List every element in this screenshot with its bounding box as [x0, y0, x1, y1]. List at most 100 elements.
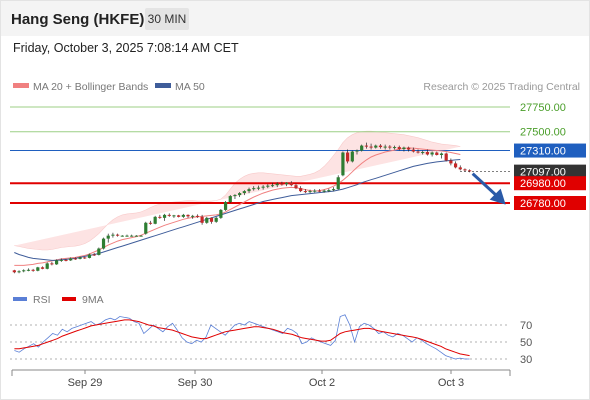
candle-body	[336, 177, 340, 190]
candle-body	[416, 151, 420, 153]
timeframe-button[interactable]: 30 MIN	[145, 8, 189, 30]
candle-body	[425, 152, 430, 155]
candle-body	[364, 145, 368, 147]
candle-body	[308, 191, 312, 193]
candle-body	[280, 183, 284, 185]
candle-body	[167, 214, 171, 216]
candle-body	[144, 222, 148, 234]
candle-body	[327, 190, 331, 192]
candle-body	[397, 147, 401, 150]
rsi-tick-70: 70	[520, 320, 532, 332]
candle-body	[402, 147, 406, 150]
candle-body	[369, 146, 373, 148]
candle-body	[374, 145, 378, 148]
rsi-legend-label: RSI	[33, 294, 51, 306]
rsi-tick-50: 50	[520, 337, 532, 349]
candle-body	[111, 234, 115, 236]
candle-body	[223, 202, 228, 210]
candle-body	[346, 152, 350, 162]
rsi-ma-line	[14, 319, 470, 357]
candle-body	[294, 185, 298, 189]
x-tick-label: Oct 2	[309, 377, 335, 389]
candle-body	[120, 235, 124, 237]
candle-body	[435, 152, 439, 155]
candle-body	[158, 216, 162, 218]
level-label-27500.00: 27500.00	[520, 127, 566, 139]
candle-body	[421, 152, 425, 154]
candle-body	[242, 191, 246, 194]
candle-body	[266, 185, 270, 187]
candle-body	[181, 214, 185, 217]
candle-body	[238, 193, 242, 196]
instrument-title: Hang Seng (HKFE)	[11, 11, 145, 28]
candle-body	[162, 214, 167, 218]
candle-body	[214, 217, 218, 222]
candle-body	[458, 167, 462, 170]
rsi-line	[14, 314, 470, 360]
candle-body	[350, 151, 354, 162]
candle-body	[247, 189, 251, 192]
level-label-27310.00: 27310.00	[520, 146, 566, 158]
candle-body	[172, 215, 176, 217]
candle-body	[69, 258, 73, 261]
candle-body	[341, 152, 345, 176]
level-badge-27097.00	[514, 164, 586, 179]
candle-body	[289, 182, 293, 186]
candle-body	[101, 238, 106, 249]
candle-body	[40, 267, 45, 269]
candle-body	[64, 259, 68, 261]
candle-body	[411, 149, 415, 152]
candle-body	[453, 163, 458, 168]
candle-body	[45, 263, 49, 269]
candle-body	[322, 190, 326, 192]
candle-body	[275, 183, 279, 186]
candle-body	[468, 170, 472, 172]
header-bar: Hang Seng (HKFE) 30 MIN	[1, 1, 589, 36]
ma9-legend-swatch	[62, 297, 76, 301]
candle-body	[430, 152, 434, 155]
level-label-26980.00: 26980.00	[520, 178, 566, 190]
candle-body	[383, 146, 387, 148]
level-badge-26780.00	[514, 196, 586, 210]
datetime-label: Friday, October 3, 2025 7:08:14 AM CET	[13, 41, 239, 55]
candle-body	[92, 254, 96, 256]
ma50-legend-swatch	[155, 83, 171, 88]
candle-body	[444, 153, 448, 161]
candle-body	[463, 169, 467, 171]
candle-body	[439, 153, 444, 155]
candle-body	[130, 235, 134, 237]
candle-body	[388, 146, 392, 148]
level-label-27097.00: 27097.00	[520, 167, 566, 179]
candle-body	[284, 182, 289, 185]
candle-body	[22, 270, 26, 272]
bollinger-band	[14, 130, 461, 251]
candle-body	[177, 215, 181, 217]
candle-body	[153, 216, 157, 224]
candle-body	[303, 191, 307, 193]
candle-body	[360, 145, 364, 151]
candle-body	[261, 186, 265, 188]
candle-body	[97, 248, 101, 255]
candle-body	[331, 189, 336, 191]
candle-body	[209, 217, 214, 222]
candle-body	[233, 195, 237, 197]
candle-body	[59, 259, 63, 261]
candle-body	[313, 190, 317, 192]
candle-body	[317, 190, 322, 192]
candle-body	[200, 216, 204, 223]
candle-body	[191, 215, 195, 217]
candle-body	[195, 215, 200, 217]
candle-body	[205, 217, 209, 223]
candle-body	[31, 269, 35, 271]
level-badge-27310.00	[514, 143, 586, 158]
candle-body	[26, 269, 31, 271]
candle-body	[270, 185, 275, 187]
candle-body	[139, 235, 143, 237]
forecast-arrow-head	[489, 188, 506, 205]
credit-label: Research © 2025 Trading Central	[423, 81, 580, 93]
ma9-legend-label: 9MA	[82, 294, 104, 306]
candle-body	[355, 150, 359, 152]
candle-body	[256, 187, 261, 189]
ma20-legend-swatch	[13, 83, 29, 88]
level-label-27750.00: 27750.00	[520, 102, 566, 114]
